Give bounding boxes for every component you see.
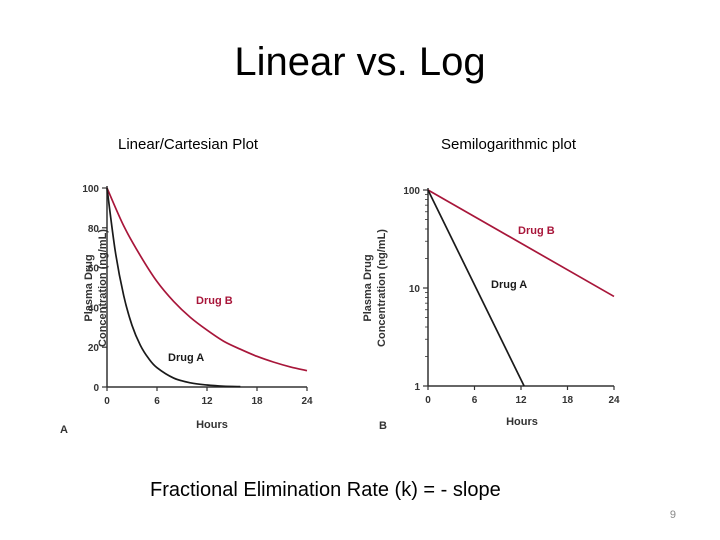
x-axis-title: Hours (196, 419, 228, 431)
x-axis-title: Hours (506, 416, 538, 428)
x-tick-label: 12 (201, 396, 213, 407)
series-label-drug-b: Drug B (196, 295, 233, 307)
x-tick-label: 24 (301, 396, 313, 407)
y-tick-label: 100 (82, 184, 99, 195)
x-tick-label: 18 (251, 396, 263, 407)
footer-formula: Fractional Elimination Rate (k) = - slop… (150, 479, 501, 501)
x-tick-label: 0 (425, 395, 431, 406)
x-tick-label: 12 (515, 395, 527, 406)
series-label-drug-a: Drug A (491, 279, 527, 291)
subtitle-semilog: Semilogarithmic plot (441, 136, 577, 153)
y-tick-label: 20 (88, 343, 100, 354)
y-tick-label: 0 (93, 383, 99, 394)
y-tick-label: 80 (88, 224, 100, 235)
page-number: 9 (669, 509, 676, 521)
semilog-chart: Plasma Drug Concentration (ng/mL) Hours … (362, 186, 620, 432)
y-axis-title-line2: Concentration (ng/mL) (97, 229, 109, 347)
slide-title: Linear vs. Log (234, 40, 486, 84)
y-tick-label: 40 (88, 303, 100, 314)
linear-chart: Plasma Drug Concentration (ng/mL) Hours … (60, 184, 313, 436)
y-tick-label: 100 (403, 186, 420, 197)
x-tick-label: 24 (608, 395, 620, 406)
subtitle-linear: Linear/Cartesian Plot (118, 136, 259, 153)
series-label-drug-b: Drug B (518, 225, 555, 237)
series-line-drug-a (106, 187, 241, 388)
series-line-drug-a (427, 189, 525, 387)
series-label-drug-a: Drug A (168, 352, 204, 364)
panel-label: B (379, 420, 387, 432)
x-tick-label: 0 (104, 396, 110, 407)
y-axis-title-line2: Concentration (ng/mL) (376, 229, 388, 347)
x-tick-label: 18 (562, 395, 574, 406)
x-tick-label: 6 (472, 395, 478, 406)
series-line-drug-b (106, 187, 308, 372)
y-axis-title-line1: Plasma Drug (83, 254, 95, 321)
y-axis-title-line1: Plasma Drug (362, 254, 374, 321)
y-tick-label: 60 (88, 264, 100, 275)
x-tick-label: 6 (154, 396, 160, 407)
series-line-drug-b (427, 189, 615, 298)
y-tick-label: 10 (409, 284, 421, 295)
y-tick-label: 1 (414, 382, 420, 393)
panel-label: A (60, 424, 68, 436)
